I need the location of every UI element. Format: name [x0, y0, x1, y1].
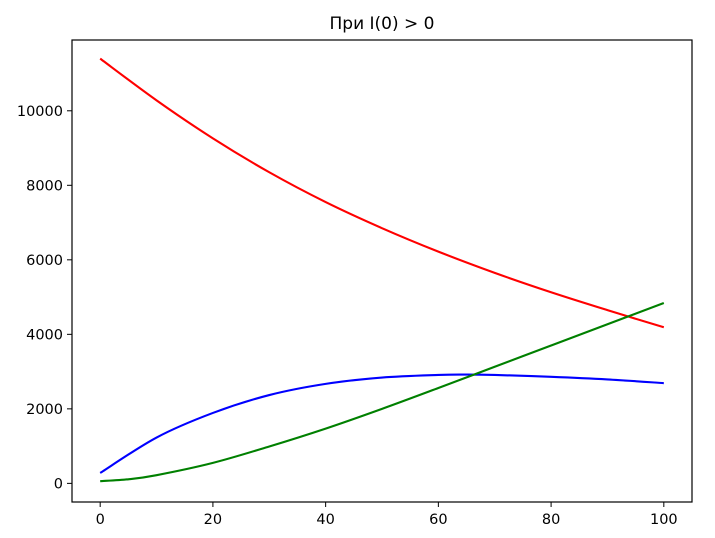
y-tick-label: 6000	[26, 253, 63, 269]
series-line-2	[99, 373, 664, 474]
y-tick-label: 0	[54, 476, 63, 492]
chart-title: При I(0) > 0	[330, 14, 435, 34]
series-line-1	[99, 57, 665, 329]
plot-frame	[71, 39, 693, 503]
y-tick-label: 10000	[17, 104, 63, 120]
x-tick-label: 0	[96, 512, 105, 528]
y-tick-label: 4000	[26, 327, 63, 343]
y-tick-label: 8000	[26, 178, 63, 194]
axes-layer: 0 20 40 60 80 100 0 2000 4000 6000 8000 10000	[17, 104, 678, 528]
x-tick-label: 40	[316, 512, 334, 528]
x-tick-label: 60	[429, 512, 447, 528]
series-line-3	[100, 302, 665, 483]
x-tick-label: 100	[650, 512, 678, 528]
y-tick-label: 2000	[26, 402, 63, 418]
series-layer	[99, 57, 665, 483]
x-tick-label: 80	[542, 512, 560, 528]
x-tick-label: 20	[204, 512, 222, 528]
